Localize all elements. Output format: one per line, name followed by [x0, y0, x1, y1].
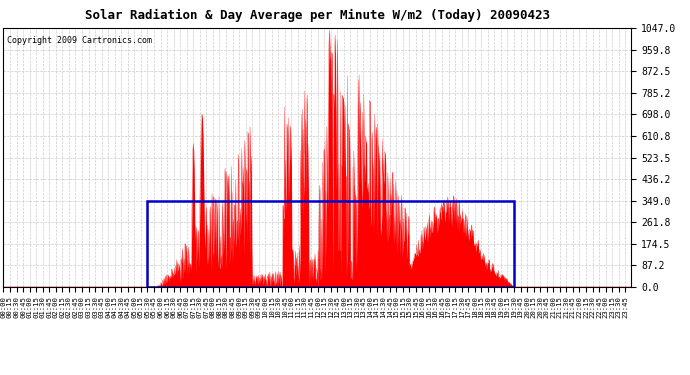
Bar	[148, 201, 514, 287]
Text: Solar Radiation & Day Average per Minute W/m2 (Today) 20090423: Solar Radiation & Day Average per Minute…	[85, 9, 550, 22]
Text: Copyright 2009 Cartronics.com: Copyright 2009 Cartronics.com	[7, 36, 152, 45]
